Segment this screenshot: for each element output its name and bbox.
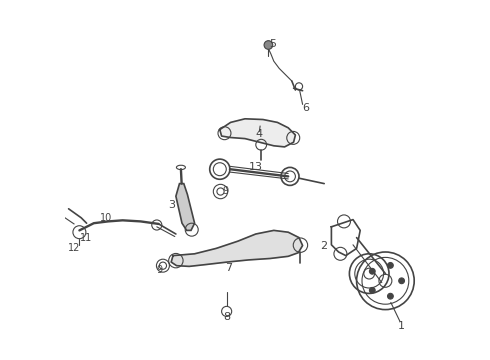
Polygon shape <box>220 119 295 147</box>
Text: 5: 5 <box>270 39 276 49</box>
Circle shape <box>369 287 375 293</box>
Polygon shape <box>176 184 195 230</box>
Circle shape <box>264 41 273 49</box>
Text: 12: 12 <box>68 243 80 253</box>
Text: 9: 9 <box>156 265 162 275</box>
Text: 7: 7 <box>225 263 232 273</box>
Text: 11: 11 <box>80 233 92 243</box>
Text: 10: 10 <box>100 213 113 223</box>
Text: 13: 13 <box>249 162 263 172</box>
Text: 6: 6 <box>303 103 310 113</box>
Text: 8: 8 <box>223 312 230 322</box>
Text: 2: 2 <box>320 241 327 251</box>
Circle shape <box>369 269 375 274</box>
Text: 3: 3 <box>168 200 175 210</box>
Circle shape <box>388 262 393 268</box>
Circle shape <box>388 293 393 299</box>
Text: 1: 1 <box>398 321 405 331</box>
Circle shape <box>221 306 232 316</box>
Text: 4: 4 <box>256 129 263 139</box>
Circle shape <box>399 278 404 284</box>
Text: 9: 9 <box>222 186 228 196</box>
Polygon shape <box>171 230 303 266</box>
